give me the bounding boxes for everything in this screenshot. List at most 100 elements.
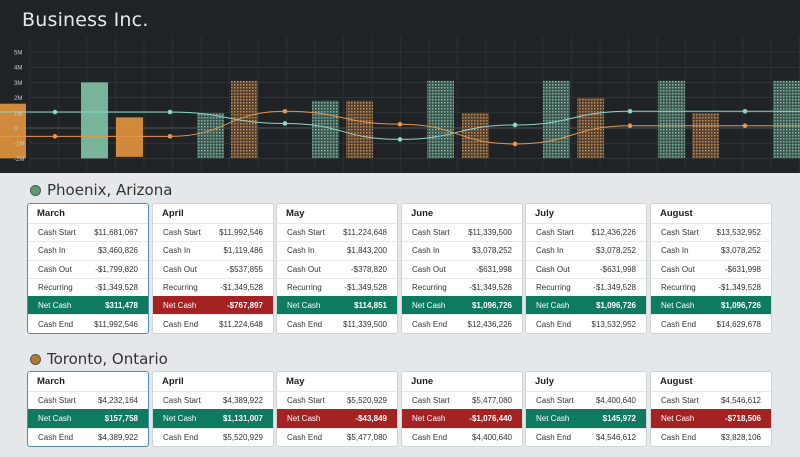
row-cash-end: Cash End $4,400,640 (402, 427, 522, 446)
row-value: -$631,998 (724, 264, 761, 274)
row-cash-end: Cash End $14,629,678 (651, 314, 771, 332)
row-value: $4,389,922 (97, 432, 138, 442)
row-value: $12,436,226 (591, 228, 637, 238)
row-value: $5,477,080 (471, 396, 512, 406)
row-value: -$718,506 (724, 413, 761, 423)
chart-bar[interactable] (462, 112, 489, 159)
row-label: Cash End (287, 432, 323, 442)
row-net-cash: Net Cash -$718,506 (651, 409, 771, 428)
row-cash-in: Cash In $3,460,826 (28, 241, 148, 259)
row-label: Cash End (412, 432, 448, 442)
row-net-cash: Net Cash $1,096,726 (651, 296, 771, 315)
series-point[interactable] (167, 109, 173, 115)
row-label: Cash End (536, 432, 572, 442)
row-value: $4,232,164 (97, 396, 138, 406)
chart-bar[interactable] (116, 117, 143, 157)
month-card-april[interactable]: April Cash Start $11,992,546 Cash In $1,119,… (152, 203, 274, 334)
series-point[interactable] (167, 134, 173, 139)
series-point[interactable] (742, 108, 748, 114)
month-card-august[interactable]: August Cash Start $13,532,952 Cash In $3,078… (650, 203, 772, 334)
row-cash-end: Cash End $12,436,226 (402, 314, 522, 332)
row-value: $4,389,922 (222, 396, 263, 406)
row-value: $11,339,500 (343, 319, 387, 329)
row-cash-start: Cash Start $11,992,546 (153, 223, 273, 241)
series-point[interactable] (742, 123, 748, 129)
chart-bar[interactable] (0, 103, 26, 159)
row-cash-start: Cash Start $4,389,922 (153, 391, 273, 409)
month-card-april[interactable]: April Cash Start $4,389,922 Net Cash $1,131,… (152, 371, 274, 447)
month-card-may[interactable]: May Cash Start $5,520,929 Net Cash -$43,849 C… (276, 371, 398, 447)
series-point[interactable] (512, 122, 518, 128)
month-card-march[interactable]: March Cash Start $4,232,164 Net Cash $157,75… (27, 371, 149, 447)
month-title: June (411, 376, 434, 387)
row-cash-start: Cash Start $11,681,067 (28, 223, 148, 241)
row-cash-in: Cash In $3,078,252 (526, 241, 646, 259)
row-value: $5,520,929 (222, 432, 263, 442)
series-point[interactable] (282, 108, 288, 114)
row-value: -$1,349,528 (95, 283, 138, 293)
row-label: Cash In (163, 246, 191, 256)
row-cash-end: Cash End $5,520,929 (153, 427, 273, 446)
month-card-june[interactable]: June Cash Start $11,339,500 Cash In $3,078,2… (401, 203, 523, 334)
location-name: Phoenix, Arizona (47, 181, 173, 199)
row-value: -$1,349,528 (344, 283, 387, 293)
series-point[interactable] (282, 121, 288, 126)
chart-bar[interactable] (427, 80, 454, 159)
y-tick-label: -1M (14, 142, 24, 148)
month-card-july[interactable]: July Cash Start $12,436,226 Cash In $3,078,2… (525, 203, 647, 334)
row-label: Cash End (163, 319, 199, 329)
row-cash-end: Cash End $11,339,500 (277, 314, 397, 332)
row-label: Cash In (38, 246, 66, 256)
row-label: Cash Start (163, 396, 201, 406)
row-value: -$1,349,528 (220, 283, 263, 293)
chart-bar[interactable] (81, 82, 108, 159)
month-card-august[interactable]: August Cash Start $4,546,612 Net Cash -$718,… (650, 371, 772, 447)
row-label: Cash In (536, 246, 564, 256)
location-title: Phoenix, Arizona (30, 181, 172, 199)
chart-bar[interactable] (773, 80, 800, 159)
row-cash-out: Cash Out -$631,998 (526, 259, 646, 278)
row-cash-end: Cash End $4,546,612 (526, 427, 646, 446)
row-value: $11,992,546 (94, 319, 138, 329)
month-card-june[interactable]: June Cash Start $5,477,080 Net Cash -$1,076,… (401, 371, 523, 447)
chart-bar[interactable] (692, 112, 719, 159)
chart-bar[interactable] (658, 80, 685, 159)
row-label: Recurring (536, 283, 571, 293)
series-line (0, 110, 800, 140)
row-cash-end: Cash End $11,992,546 (28, 314, 148, 332)
chart-bar[interactable] (197, 112, 224, 159)
row-label: Cash End (661, 432, 697, 442)
row-label: Net Cash (163, 300, 197, 310)
month-card-may[interactable]: May Cash Start $11,224,648 Cash In $1,843,20… (276, 203, 398, 334)
month-title: May (286, 376, 305, 387)
row-label: Cash Out (38, 264, 72, 274)
series-point[interactable] (627, 108, 633, 114)
chart-bar[interactable] (346, 100, 373, 159)
row-cash-end: Cash End $13,532,952 (526, 314, 646, 332)
row-value: $11,339,500 (468, 228, 512, 238)
series-point[interactable] (627, 123, 633, 129)
row-label: Net Cash (661, 300, 695, 310)
row-label: Cash Start (536, 396, 574, 406)
y-tick-label: 1M (14, 111, 22, 117)
series-point[interactable] (512, 141, 518, 147)
row-recurring: Recurring -$1,349,528 (526, 277, 646, 296)
series-point[interactable] (397, 137, 403, 142)
series-point[interactable] (397, 121, 403, 127)
series-point[interactable] (52, 134, 58, 139)
month-card-july[interactable]: July Cash Start $4,400,640 Net Cash $145,972… (525, 371, 647, 447)
y-tick-label: -2M (14, 157, 24, 163)
row-value: $1,096,726 (720, 300, 761, 310)
month-card-march[interactable]: March Cash Start $11,681,067 Cash In $3,460,… (27, 203, 149, 334)
row-label: Cash In (287, 246, 315, 256)
row-label: Net Cash (536, 413, 570, 423)
row-cash-start: Cash Start $4,400,640 (526, 391, 646, 409)
row-value: $145,972 (602, 413, 636, 423)
row-value: $3,828,106 (720, 432, 761, 442)
row-label: Net Cash (536, 300, 570, 310)
series-point[interactable] (52, 109, 58, 115)
row-label: Cash End (536, 319, 572, 329)
row-cash-start: Cash Start $5,520,929 (277, 391, 397, 409)
row-label: Cash Start (412, 396, 450, 406)
row-label: Recurring (287, 283, 322, 293)
